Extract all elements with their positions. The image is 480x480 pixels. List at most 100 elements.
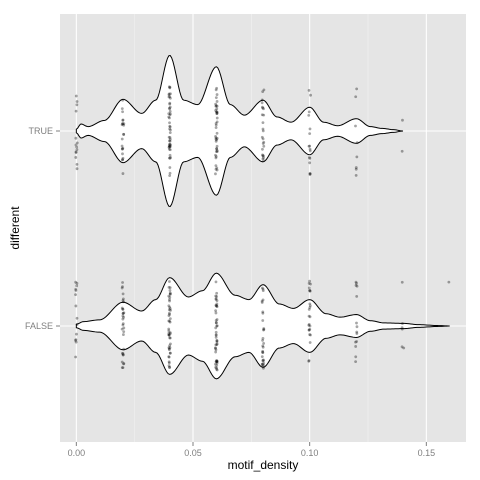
- data-point: [121, 307, 125, 311]
- data-point: [262, 361, 266, 365]
- data-point: [215, 360, 219, 364]
- data-point: [215, 324, 219, 328]
- data-point: [215, 339, 219, 343]
- data-point: [121, 299, 125, 302]
- data-point: [214, 348, 218, 352]
- data-point: [214, 136, 218, 140]
- data-point: [168, 145, 172, 148]
- data-point: [122, 330, 126, 334]
- data-point: [307, 281, 311, 285]
- data-point: [308, 132, 312, 135]
- data-point: [167, 348, 171, 351]
- data-point: [75, 103, 79, 107]
- data-point: [261, 142, 265, 145]
- x-tick-label: 0.05: [184, 448, 202, 458]
- data-point: [307, 307, 311, 311]
- data-point: [401, 118, 404, 122]
- data-point: [308, 289, 312, 293]
- data-point: [168, 280, 171, 283]
- data-point: [308, 156, 312, 160]
- data-point: [215, 360, 219, 364]
- x-tick-label: 0.10: [301, 448, 319, 458]
- data-point: [121, 110, 124, 114]
- jitter-points: [74, 85, 451, 372]
- data-point: [167, 319, 171, 323]
- data-point: [215, 104, 219, 108]
- data-point: [214, 297, 218, 301]
- data-point: [121, 292, 125, 296]
- data-point: [214, 122, 218, 125]
- data-point: [120, 144, 124, 148]
- data-point: [168, 95, 172, 99]
- data-point: [75, 281, 79, 285]
- data-point: [308, 173, 312, 176]
- data-point: [168, 291, 172, 295]
- data-point: [121, 152, 124, 156]
- data-point: [260, 135, 264, 139]
- data-point: [75, 148, 79, 152]
- y-axis-ticks: FALSE TRUE: [25, 126, 60, 331]
- data-point: [355, 332, 359, 335]
- data-point: [262, 341, 266, 345]
- data-point: [354, 355, 358, 359]
- data-point: [215, 295, 219, 298]
- data-point: [215, 361, 219, 365]
- data-point: [262, 358, 265, 362]
- data-point: [168, 127, 172, 131]
- data-point: [120, 327, 124, 331]
- data-point: [354, 173, 358, 177]
- data-point: [261, 349, 265, 353]
- data-point: [168, 365, 172, 369]
- data-point: [121, 118, 125, 122]
- data-point: [122, 362, 126, 365]
- data-point: [168, 312, 172, 316]
- data-point: [262, 366, 265, 370]
- data-point: [215, 166, 219, 170]
- data-point: [215, 107, 219, 111]
- data-point: [214, 347, 217, 350]
- data-point: [214, 360, 218, 364]
- data-point: [214, 104, 218, 108]
- data-point: [121, 122, 125, 126]
- data-point: [74, 340, 78, 344]
- data-point: [167, 95, 171, 99]
- data-point: [262, 363, 265, 367]
- data-point: [214, 109, 218, 112]
- violin-false: [75, 272, 450, 380]
- data-point: [120, 286, 124, 290]
- data-point: [261, 319, 265, 322]
- data-point: [167, 146, 171, 149]
- data-point: [215, 302, 219, 306]
- data-point: [261, 121, 265, 124]
- data-point: [75, 323, 79, 326]
- data-point: [121, 285, 124, 289]
- data-point: [402, 346, 406, 350]
- data-point: [121, 312, 125, 316]
- data-point: [168, 142, 172, 146]
- data-point: [215, 112, 219, 115]
- y-tick-label: FALSE: [25, 321, 53, 331]
- data-point: [214, 96, 218, 100]
- data-point: [75, 284, 79, 288]
- data-point: [308, 289, 312, 293]
- data-point: [261, 153, 264, 157]
- panel-background: [60, 14, 466, 442]
- data-point: [167, 304, 171, 308]
- data-point: [214, 172, 217, 176]
- data-point: [307, 323, 311, 327]
- data-point: [75, 141, 79, 145]
- data-point: [215, 363, 219, 367]
- data-point: [307, 89, 311, 92]
- data-point: [167, 364, 171, 368]
- data-point: [120, 366, 124, 369]
- data-point: [168, 137, 172, 141]
- data-point: [215, 366, 218, 370]
- x-tick-label: 0.15: [418, 448, 436, 458]
- data-point: [168, 320, 172, 324]
- data-point: [400, 345, 404, 349]
- data-point: [167, 156, 171, 160]
- data-point: [215, 299, 219, 303]
- data-point: [121, 317, 125, 321]
- data-point: [354, 345, 358, 348]
- data-point: [168, 319, 171, 323]
